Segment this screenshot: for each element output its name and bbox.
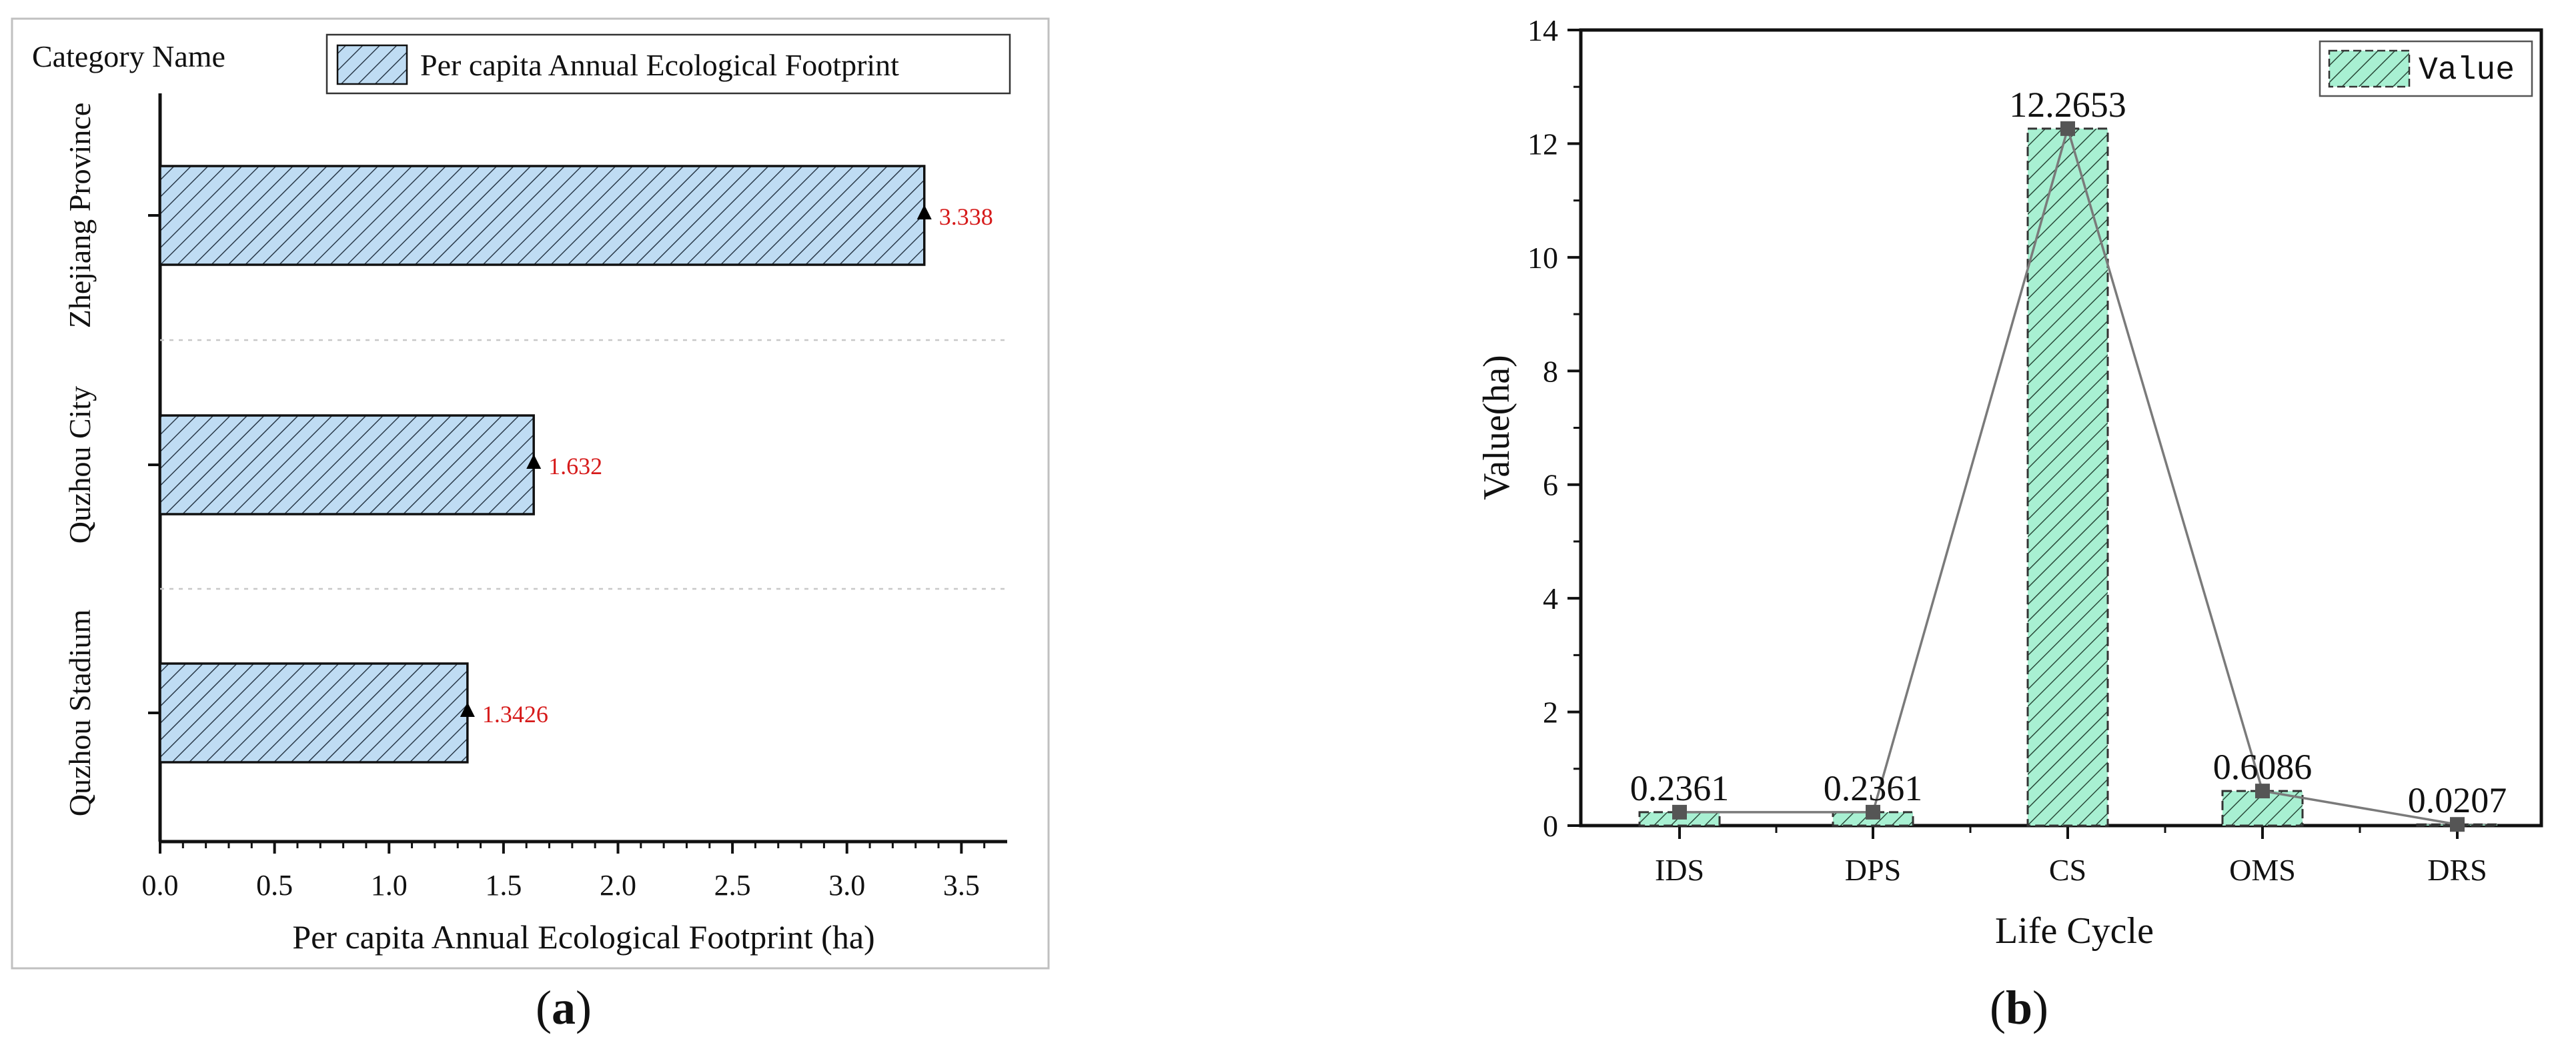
panel-b-data-label: 0.0207 — [2408, 780, 2507, 820]
panel-b-x-axis-title: Life Cycle — [1995, 910, 2154, 952]
panel-b-data-label: 12.2653 — [2009, 85, 2126, 125]
panel-a-x-ticks: 0.0 0.5 1.0 1.5 2.0 2.5 3.0 3.5 — [142, 842, 986, 902]
panel-a-bar-end-marker — [526, 454, 542, 469]
panel-b-y-axis-title: Value(ha) — [1476, 355, 1517, 500]
panel-a-legend-swatch — [336, 44, 408, 85]
panel-b-data-label: 0.2361 — [1824, 768, 1923, 808]
panel-a-x-tick-label: 1.5 — [485, 869, 522, 902]
panel-a-bars: 3.338 1.632 1.3426 — [159, 165, 993, 764]
panel-a-x-tick-label: 2.0 — [600, 869, 636, 902]
panel-b-marker — [2450, 817, 2465, 832]
panel-a-x-tick-label: 3.0 — [828, 869, 865, 902]
panel-a-y-axis-title: Category Name — [32, 39, 225, 73]
panel-a-x-tick-label: 1.0 — [371, 869, 408, 902]
panel-b-y-tick-label: 0 — [1543, 809, 1558, 843]
panel-a-bar — [159, 414, 535, 515]
panel-a-bar-end-marker — [460, 702, 475, 717]
panel-b-y-tick-label: 8 — [1543, 354, 1558, 388]
panel-a-legend: Per capita Annual Ecological Footprint — [326, 33, 1011, 95]
panel-b-y-tick-label: 10 — [1527, 241, 1558, 275]
panel-a-x-axis-title: Per capita Annual Ecological Footprint (… — [292, 918, 874, 956]
panel-a-legend-box — [326, 33, 1011, 95]
panel-b-bars — [1638, 127, 2499, 827]
panel-a-bar — [159, 662, 469, 764]
panel-b-x-tick-label: DPS — [1845, 853, 1901, 887]
panel-b-marker — [2060, 121, 2075, 136]
panel-b-caption: (b) — [1990, 981, 2048, 1034]
panel-b-line — [1672, 121, 2465, 832]
panel-b-marker — [1672, 804, 1687, 820]
panel-b-marker — [1866, 804, 1880, 820]
panel-a-category-label: Zhejiang Province — [63, 103, 97, 329]
panel-b-y-tick-label: 14 — [1527, 13, 1558, 47]
panel-a-category-label: Quzhou Stadium — [63, 610, 97, 817]
panel-a-category-labels: Zhejiang Province Quzhou City Quzhou Stadi… — [63, 103, 160, 817]
panel-a-data-label: 1.632 — [548, 453, 602, 479]
panel-b-legend-label: Value — [2419, 53, 2515, 89]
panel-b-bar — [2026, 127, 2109, 827]
panel-a-category-label: Quzhou City — [63, 386, 97, 544]
panel-a-frame — [11, 17, 1050, 970]
panel-a-chart: Category Name Per capita Annual Ecologic… — [11, 17, 1050, 970]
panel-b-legend: Value — [2319, 40, 2533, 97]
panel-b-chart: 0 2 4 6 8 10 12 14 IDS DPS CS OMS DRS 0.2361 0.2361 1… — [1476, 13, 2543, 952]
panel-a-x-tick-label: 2.5 — [714, 869, 751, 902]
panel-a-data-label: 1.3426 — [482, 701, 548, 728]
panel-a-x-tick-label: 3.5 — [943, 869, 980, 902]
panel-b-y-tick-label: 12 — [1527, 127, 1558, 161]
panel-b-data-labels: 0.2361 0.2361 12.2653 0.6086 0.0207 — [1630, 85, 2507, 820]
panel-a-bar — [159, 165, 926, 266]
panel-a-legend-label: Per capita Annual Ecological Footprint — [420, 48, 899, 82]
panel-b-x-tick-label: OMS — [2229, 853, 2296, 887]
panel-b-y-tick-label: 6 — [1543, 468, 1558, 502]
panel-a-x-tick-label: 0.5 — [256, 869, 293, 902]
panel-b-marker — [2255, 784, 2270, 799]
panel-b-x-tick-label: IDS — [1655, 853, 1704, 887]
panel-b-x-tick-label: DRS — [2427, 853, 2487, 887]
panel-b-y-tick-label: 2 — [1543, 696, 1558, 730]
panel-b-legend-swatch — [2328, 49, 2411, 88]
panel-a-x-tick-label: 0.0 — [142, 869, 179, 902]
panel-a-bar-end-marker — [916, 205, 932, 219]
panel-a-caption: (a) — [536, 981, 592, 1034]
panel-b-x-tick-label: CS — [2049, 853, 2086, 887]
panel-b-y-ticks: 0 2 4 6 8 10 12 14 — [1527, 13, 1581, 843]
panel-b-data-label: 0.2361 — [1630, 768, 1730, 808]
panel-b-y-tick-label: 4 — [1543, 582, 1558, 616]
panel-b-x-ticks: IDS DPS CS OMS DRS — [1655, 826, 2487, 887]
panel-b-data-label: 0.6086 — [2213, 747, 2313, 787]
panel-a-data-label: 3.338 — [939, 203, 993, 230]
